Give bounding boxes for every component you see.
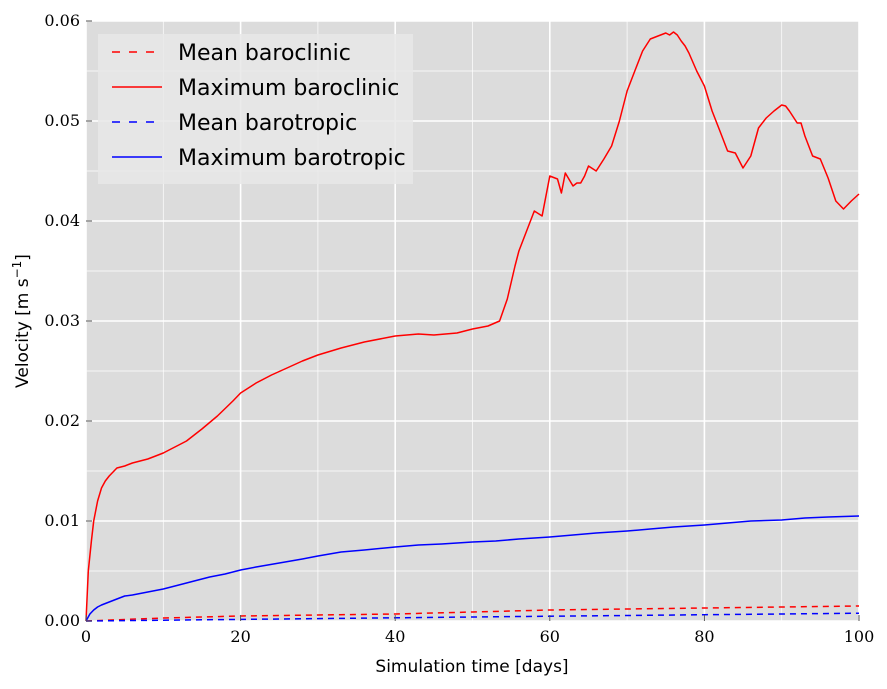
y-tick-label: 0.06: [44, 11, 80, 30]
x-tick-label: 20: [230, 627, 250, 646]
x-tick-label: 60: [540, 627, 560, 646]
series-line-maximum-barotropic: [85, 515, 860, 622]
legend-label-mean-baroclinic: Mean baroclinic: [178, 41, 351, 66]
y-tick-label: 0.04: [44, 211, 80, 230]
x-tick-label: 80: [694, 627, 714, 646]
legend: Mean baroclinic Maximum baroclinic Mean ba…: [98, 34, 413, 184]
x-axis-label: Simulation time [days]: [375, 657, 568, 677]
legend-label-maximum-baroclinic: Maximum baroclinic: [178, 76, 399, 101]
legend-label-maximum-barotropic: Maximum barotropic: [178, 146, 406, 171]
grid: [85, 20, 860, 622]
series-lines: [85, 31, 860, 622]
y-tick-label: 0.00: [44, 611, 80, 630]
y-tick-label: 0.03: [44, 311, 80, 330]
y-axis-label-close: ]: [13, 254, 33, 261]
x-tick-label: 0: [81, 627, 91, 646]
y-axis-label-exponent: −1: [10, 261, 24, 279]
x-axis-ticks: 0 20 40 60 80 100: [81, 615, 874, 646]
y-axis-label-base: Velocity [m s: [13, 278, 33, 388]
y-tick-label: 0.05: [44, 111, 80, 130]
series-line-mean-baroclinic: [85, 605, 860, 622]
x-tick-label: 100: [844, 627, 875, 646]
y-axis-ticks: 0.00 0.01 0.02 0.03 0.04 0.05 0.06: [44, 11, 92, 630]
y-axis-label: Velocity [m s−1]: [10, 254, 33, 388]
series-line-mean-barotropic: [85, 612, 860, 622]
y-tick-label: 0.01: [44, 511, 80, 530]
y-tick-label: 0.02: [44, 411, 80, 430]
x-tick-label: 40: [385, 627, 405, 646]
legend-label-mean-barotropic: Mean barotropic: [178, 111, 357, 136]
legend-box: [98, 34, 413, 184]
series-line-maximum-baroclinic: [85, 31, 860, 622]
